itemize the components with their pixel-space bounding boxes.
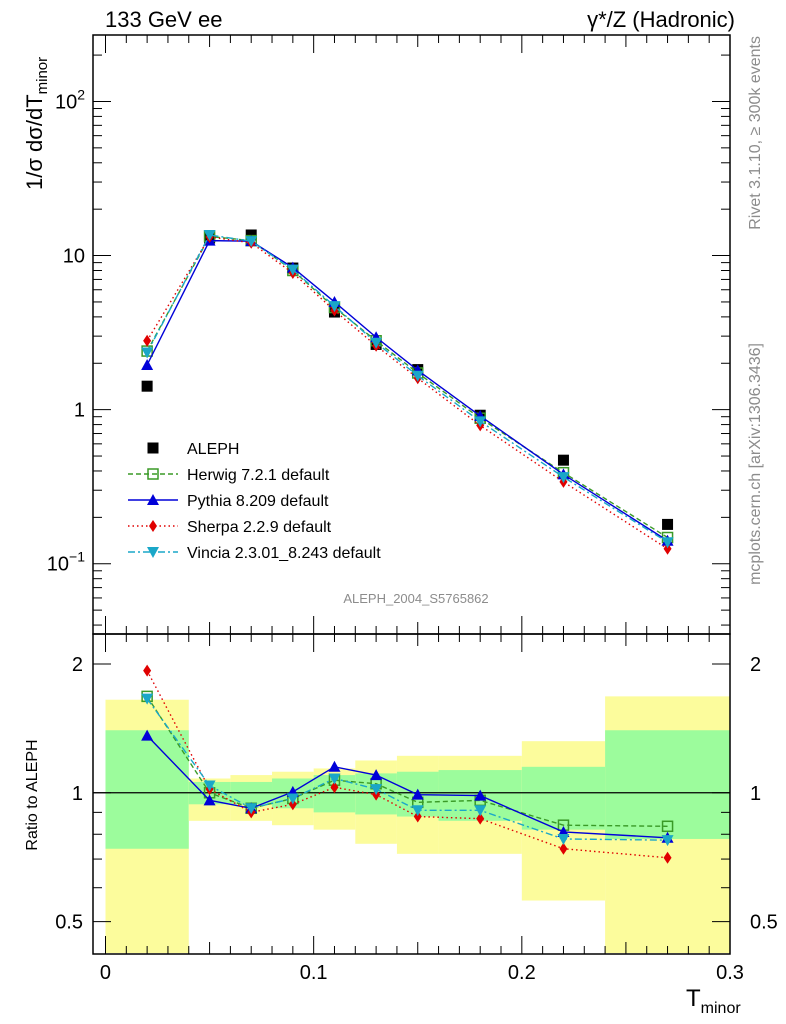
pythia-ratio-point (328, 760, 341, 772)
vincia-ratio-line (146, 698, 668, 841)
legend-marker-vincia (147, 547, 159, 558)
vincia-ratio-point (661, 835, 674, 847)
sherpa-point (663, 542, 672, 555)
legend-label-pythia: Pythia 8.209 default (187, 493, 329, 510)
pythia-line (146, 239, 668, 542)
pythia-ratio-line (146, 735, 668, 839)
legend-marker-aleph (147, 442, 159, 454)
main-ytick-label: 10 (63, 246, 85, 268)
ratio-ylabel: Ratio to ALEPH (24, 739, 41, 850)
legend-label-sherpa: Sherpa 2.2.9 default (187, 519, 332, 536)
header-left-label: 133 GeV ee (105, 7, 222, 32)
ratio-bands (105, 696, 730, 953)
legend-label-herwig: Herwig 7.2.1 default (187, 467, 330, 484)
uncertainty-band-inner (605, 730, 730, 839)
ratio-ytick-label-left: 2 (72, 654, 83, 676)
ratio-ytick-label-right: 2 (750, 654, 761, 676)
sherpa-point (143, 334, 152, 347)
main-ytick-mantissa: 10 (47, 554, 69, 576)
main-ylabel-sub: minor (34, 57, 51, 95)
vincia-point (141, 347, 154, 359)
pythia-ratio-point (411, 788, 424, 800)
mcplots-label: mcplots.cern.ch [arXiv:1306.3436] (747, 343, 764, 585)
ratio-frame (92, 633, 731, 955)
ratio-xtick-label: 0.3 (716, 962, 744, 984)
legend-label-aleph: ALEPH (187, 441, 239, 458)
vincia-ratio-point (328, 773, 341, 785)
vincia-ratio-point (245, 803, 258, 815)
vincia-point (474, 416, 487, 428)
legend-label-vincia: Vincia 2.3.01_8.243 default (187, 545, 381, 562)
sherpa-ratio-point (663, 851, 672, 864)
sherpa-ratio-point (143, 664, 152, 677)
vincia-point (286, 264, 299, 276)
ratio-xtick-label: 0.1 (300, 962, 328, 984)
analysis-label: ALEPH_2004_S5765862 (343, 591, 488, 606)
legend-marker-pythia (147, 494, 159, 505)
legend-marker-herwig (147, 468, 159, 480)
uncertainty-band-inner (105, 730, 189, 849)
ratio-ytick-label-left: 0.5 (55, 912, 83, 934)
vincia-point (661, 537, 674, 549)
header-right-label: γ*/Z (Hadronic) (587, 7, 735, 32)
ratio-panel: 0.5 0.5 1 1 2 2 0 0.1 0.2 0.3 Ratio to ALEPH Tmin… (24, 633, 778, 1017)
vincia-point (328, 301, 341, 313)
sherpa-ratio-point (476, 812, 485, 825)
vincia-line (146, 234, 668, 543)
rivet-version-label: Rivet 3.1.10, ≥ 300k events (747, 36, 764, 230)
vincia-ratio-point (474, 805, 487, 817)
ratio-ytick-label-left: 1 (72, 783, 83, 805)
vincia-ratio-point (557, 833, 570, 845)
pythia-ratio-point (203, 794, 216, 806)
main-ytick-mantissa: 1 (74, 400, 85, 422)
legend-marker-sherpa (149, 520, 157, 532)
vincia-point (203, 229, 216, 241)
pythia-ratio-point (141, 729, 154, 741)
main-ytick-exponent: −1 (69, 549, 85, 565)
sherpa-ratio-point (559, 842, 568, 855)
main-ytick-label: 10−1 (47, 549, 85, 576)
x-axis-label-sub: minor (701, 1000, 742, 1017)
aleph-point (141, 380, 153, 392)
main-ytick-mantissa: 10 (55, 91, 77, 113)
ratio-series (141, 664, 674, 864)
main-ylabel: 1/σ dσ/dTminor (22, 57, 51, 190)
main-ytick-mantissa: 10 (63, 246, 85, 268)
aleph-point (557, 454, 569, 466)
sherpa-ratio-line (146, 670, 668, 859)
ratio-xtick-label: 0 (100, 962, 111, 984)
x-axis-label: Tminor (686, 985, 741, 1017)
main-ytick-exponent: 2 (77, 86, 85, 102)
x-axis-label-text: T (686, 985, 701, 1012)
pythia-point (141, 358, 154, 370)
main-series (141, 229, 674, 555)
ratio-ytick-label-right: 0.5 (750, 912, 778, 934)
legend: ALEPH Herwig 7.2.1 default Pythia 8.209 de… (128, 441, 381, 562)
vincia-point (411, 370, 424, 382)
vincia-point (370, 337, 383, 349)
sherpa-ratio-point (330, 781, 339, 794)
vincia-ratio-point (411, 805, 424, 817)
main-ylabel-text: 1/σ dσ/dT (22, 94, 47, 190)
ratio-ticks: 0.5 0.5 1 1 2 2 0 0.1 0.2 0.3 (55, 634, 778, 984)
vincia-ratio-point (370, 784, 383, 796)
main-ytick-label: 1 (74, 400, 85, 422)
vincia-ratio-point (141, 693, 154, 705)
aleph-point (662, 518, 674, 530)
sherpa-ratio-point (413, 810, 422, 823)
vincia-ratio-point (286, 793, 299, 805)
main-ytick-label: 102 (55, 86, 85, 113)
vincia-ratio-point (203, 780, 216, 792)
ratio-ytick-label-right: 1 (750, 783, 761, 805)
vincia-point (245, 236, 258, 248)
pythia-ratio-point (474, 789, 487, 801)
pythia-ratio-point (370, 769, 383, 781)
sherpa-line (146, 236, 668, 550)
ratio-xtick-label: 0.2 (508, 962, 536, 984)
herwig-ratio-point (661, 820, 674, 833)
vincia-point (557, 472, 570, 484)
